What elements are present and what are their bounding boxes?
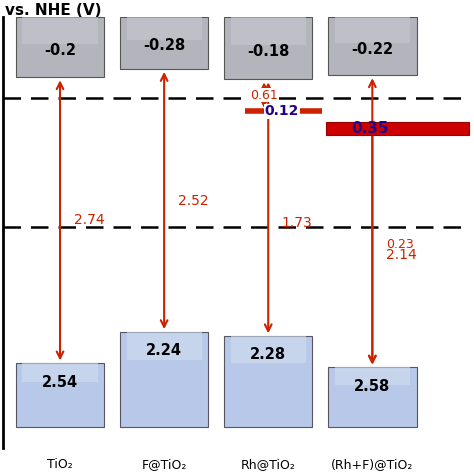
Text: 2.58: 2.58 [354,379,391,394]
Text: -0.18: -0.18 [247,44,290,59]
Text: -0.28: -0.28 [143,38,185,53]
Text: 2.74: 2.74 [73,213,104,228]
Bar [16,17,104,77]
Bar [120,17,209,69]
Bar [231,336,306,364]
Bar [231,17,306,45]
Bar [16,363,104,427]
Text: 2.24: 2.24 [146,343,182,358]
Text: vs. NHE (V): vs. NHE (V) [5,3,101,18]
Bar [127,332,202,360]
Bar [224,17,312,80]
Bar [22,363,98,383]
Text: 0.35: 0.35 [352,121,389,136]
Text: 2.28: 2.28 [250,347,286,363]
Bar [328,17,417,75]
Text: 0.61: 0.61 [250,89,278,101]
Bar [326,122,469,135]
Bar [224,336,312,427]
Bar [120,332,209,427]
Text: 2.14: 2.14 [386,248,417,262]
Text: 2.54: 2.54 [42,374,78,390]
Bar [335,17,410,43]
Bar [127,17,202,40]
Text: -0.22: -0.22 [351,42,393,56]
Text: 0.23: 0.23 [386,238,414,251]
Bar [335,367,410,385]
Text: 0.12: 0.12 [264,104,299,118]
Text: 1.73: 1.73 [282,217,312,230]
Bar [328,367,417,427]
Bar [22,17,98,44]
Text: 2.52: 2.52 [178,193,208,208]
Text: -0.2: -0.2 [44,43,76,58]
